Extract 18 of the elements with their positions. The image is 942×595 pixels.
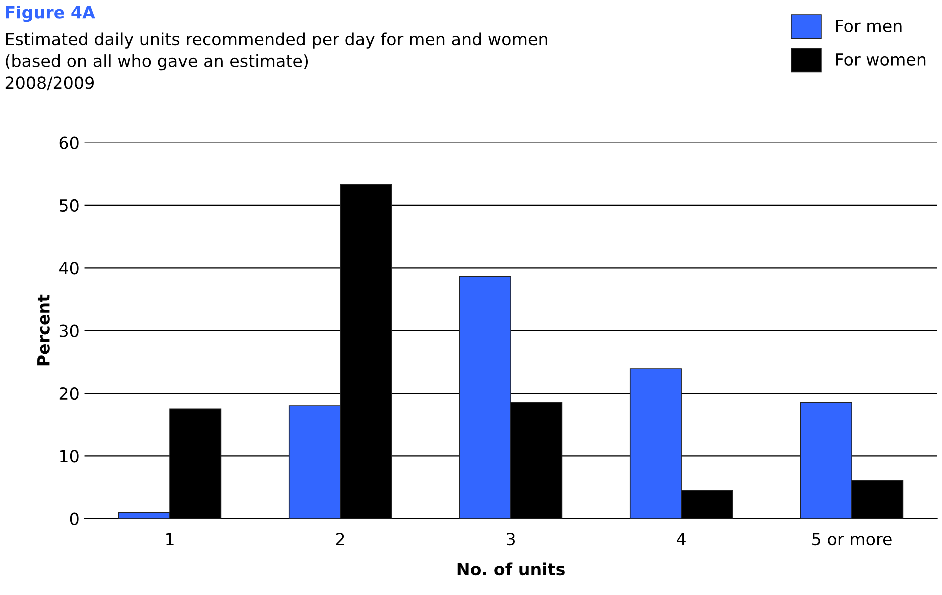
- x-axis-title: No. of units: [458, 562, 565, 576]
- y-tick-label: 10: [60, 450, 79, 463]
- chart-subtitle: Estimated daily units recommended per day for men and women (based on all who gave an estimate) 2008/2009: [6, 32, 548, 91]
- y-tick-label: 20: [60, 387, 79, 400]
- y-tick-label: 30: [60, 324, 79, 338]
- y-tick-label: 0: [70, 512, 79, 526]
- chart-title: Figure 4A: [6, 6, 96, 22]
- x-tick-label: 2: [336, 533, 344, 546]
- x-tick-label: 5 or more: [812, 533, 892, 546]
- y-tick-label: 60: [60, 136, 79, 150]
- legend-label: For women: [836, 54, 926, 66]
- y-axis-title: Percent: [38, 294, 50, 366]
- x-tick-label: 4: [677, 533, 686, 546]
- legend-label: For men: [836, 20, 902, 32]
- y-tick-label: 40: [60, 262, 79, 275]
- y-tick-label: 50: [60, 199, 79, 212]
- x-tick-label: 3: [507, 533, 515, 546]
- x-tick-label: 1: [166, 533, 174, 546]
